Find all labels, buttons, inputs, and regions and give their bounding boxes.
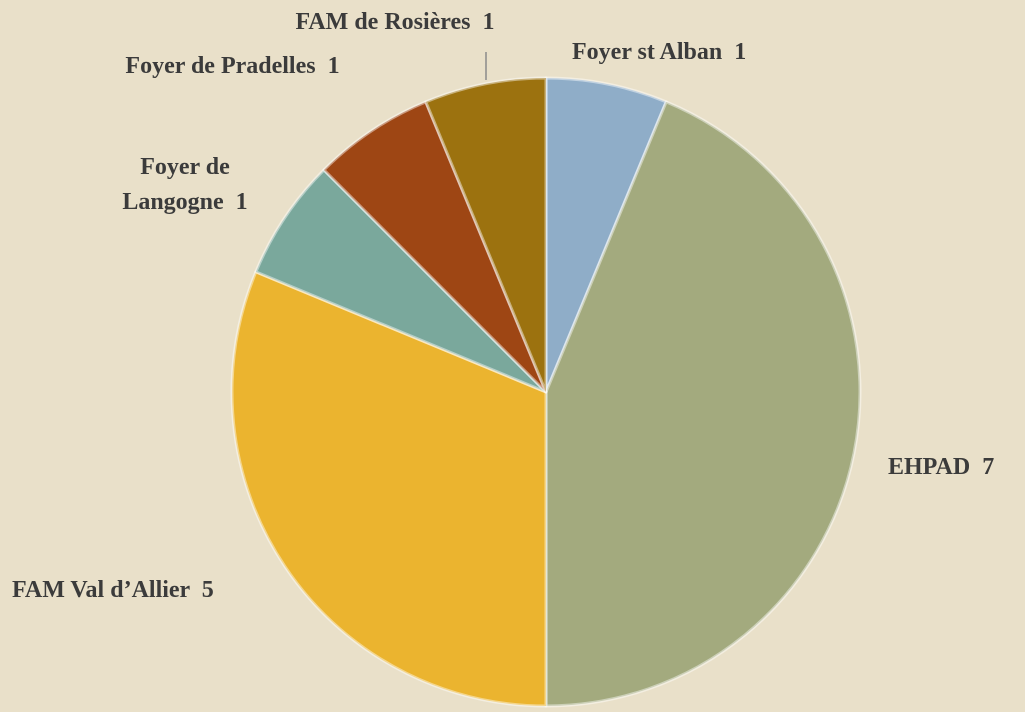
pie-slice (544, 100, 862, 708)
slice-label: Foyer de Pradelles 1 (100, 49, 365, 84)
value-label: 1 (482, 9, 495, 35)
slice-label: EHPAD 7 (888, 450, 1025, 485)
pie-slice (254, 168, 548, 394)
slice-label: FAM de Rosières 1 (255, 5, 535, 40)
value-label: 5 (201, 577, 214, 603)
pie-slice (322, 100, 548, 394)
value-label: 7 (982, 454, 995, 480)
pie-slice (230, 270, 548, 708)
value-label: 1 (327, 53, 340, 79)
slice-label: Foyer st Alban 1 (572, 35, 832, 70)
slice-label: FAM Val d’Allier 5 (12, 573, 312, 608)
value-label: 1 (235, 189, 248, 215)
pie-slice (544, 76, 668, 394)
value-label: 1 (734, 39, 747, 65)
category-label: Foyer st Alban (572, 39, 723, 65)
category-label: EHPAD (888, 454, 971, 480)
category-label: FAM Val d’Allier (12, 577, 190, 603)
category-label: FAM de Rosières (295, 9, 471, 35)
pie-slice (424, 76, 548, 394)
category-label: Foyer de Langogne (122, 154, 230, 215)
slice-label: Foyer de Langogne 1 (105, 150, 265, 220)
category-label: Foyer de Pradelles (125, 53, 316, 79)
